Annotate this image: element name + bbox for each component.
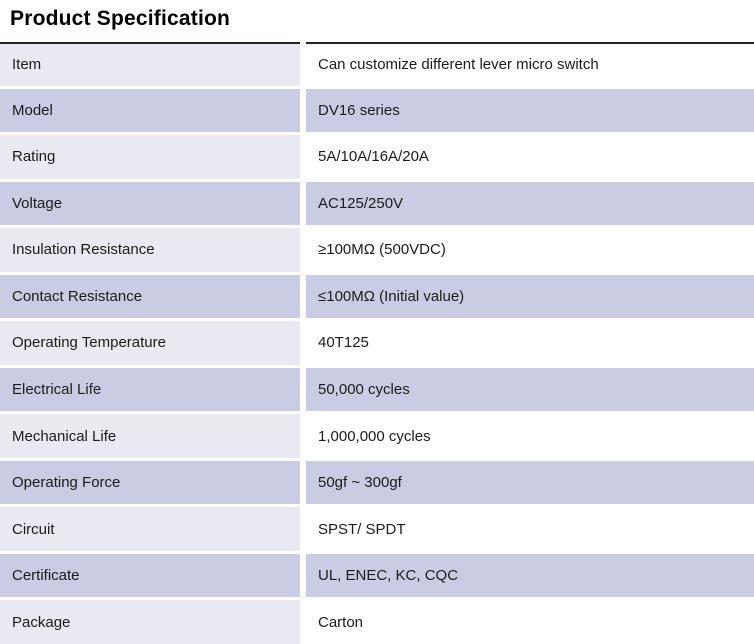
row-value: ≥100MΩ (500VDC): [306, 228, 754, 272]
row-value: Carton: [306, 600, 754, 644]
row-label: Voltage: [0, 181, 300, 226]
table-row-electrical-life: Electrical Life 50,000 cycles: [0, 367, 754, 412]
row-label: Circuit: [0, 507, 300, 551]
row-value: AC125/250V: [306, 181, 754, 226]
row-value: Can customize different lever micro swit…: [306, 42, 754, 86]
row-value: DV16 series: [306, 88, 754, 133]
table-row-voltage: Voltage AC125/250V: [0, 181, 754, 226]
row-label: Certificate: [0, 553, 300, 598]
table-row-certificate: Certificate UL, ENEC, KC, CQC: [0, 553, 754, 598]
row-value: 40T125: [306, 321, 754, 365]
table-row-package: Package Carton: [0, 600, 754, 644]
page-title: Product Specification: [10, 7, 231, 30]
table-row-rating: Rating 5A/10A/16A/20A: [0, 135, 754, 179]
table-row-operating-temperature: Operating Temperature 40T125: [0, 321, 754, 365]
row-label: Operating Force: [0, 460, 300, 505]
row-value: 1,000,000 cycles: [306, 414, 754, 458]
table-row-contact-resistance: Contact Resistance ≤100MΩ (Initial value…: [0, 274, 754, 319]
table-row-mechanical-life: Mechanical Life 1,000,000 cycles: [0, 414, 754, 458]
row-label: Contact Resistance: [0, 274, 300, 319]
table-row-operating-force: Operating Force 50gf ~ 300gf: [0, 460, 754, 505]
row-value: 50gf ~ 300gf: [306, 460, 754, 505]
row-label: Item: [0, 42, 300, 86]
row-label: Model: [0, 88, 300, 133]
product-spec-table: Item Can customize different lever micro…: [0, 42, 754, 644]
row-value: UL, ENEC, KC, CQC: [306, 553, 754, 598]
row-value: 5A/10A/16A/20A: [306, 135, 754, 179]
row-label: Mechanical Life: [0, 414, 300, 458]
row-label: Insulation Resistance: [0, 228, 300, 272]
row-value: 50,000 cycles: [306, 367, 754, 412]
row-value: SPST/ SPDT: [306, 507, 754, 551]
row-label: Package: [0, 600, 300, 644]
row-label: Operating Temperature: [0, 321, 300, 365]
row-value: ≤100MΩ (Initial value): [306, 274, 754, 319]
table-row-insulation-resistance: Insulation Resistance ≥100MΩ (500VDC): [0, 228, 754, 272]
row-label: Electrical Life: [0, 367, 300, 412]
table-row-item: Item Can customize different lever micro…: [0, 42, 754, 86]
table-row-circuit: Circuit SPST/ SPDT: [0, 507, 754, 551]
row-label: Rating: [0, 135, 300, 179]
table-row-model: Model DV16 series: [0, 88, 754, 133]
